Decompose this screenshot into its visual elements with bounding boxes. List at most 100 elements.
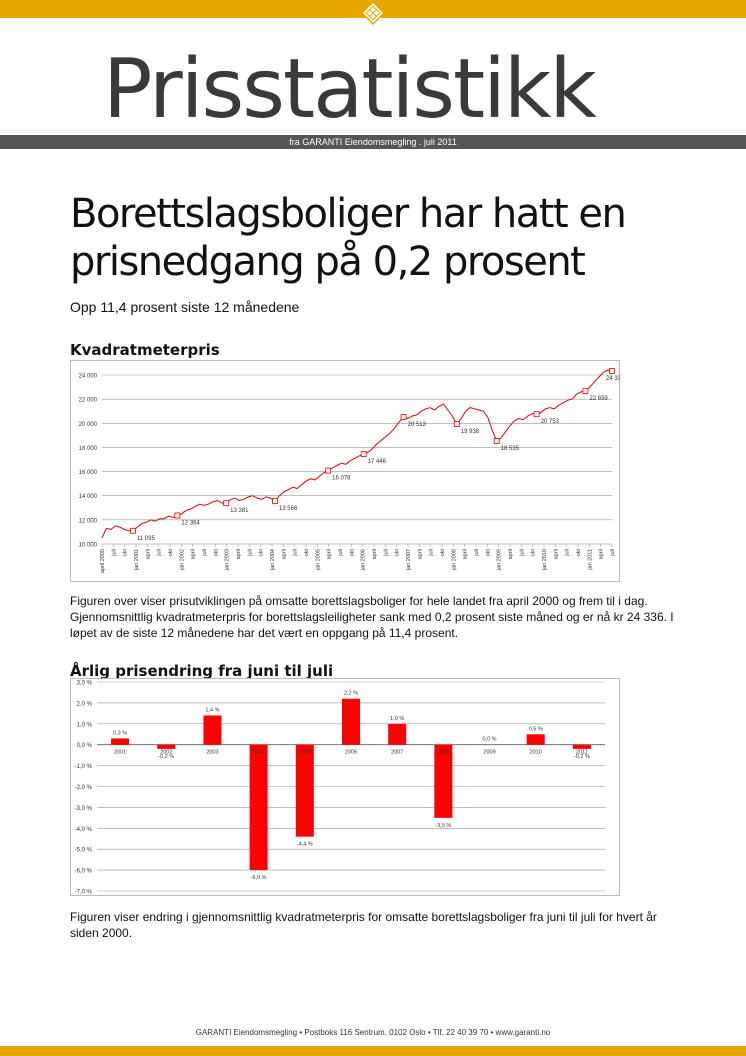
bar (249, 744, 268, 871)
x-tick-label: okt (576, 549, 582, 557)
garanti-logo-icon (361, 1, 385, 25)
data-label: 20 753 (541, 419, 560, 425)
x-tick-label: april (191, 549, 197, 559)
x-tick-label: juli (610, 549, 616, 557)
section-title-annual-change: Årlig prisendring fra juni til juli (70, 662, 334, 680)
x-tick-label: april (372, 549, 378, 559)
paragraph-annual-change: Figuren viser endring i gjennomsnittlig … (70, 910, 657, 940)
x-tick-label: juli (565, 549, 571, 557)
data-label: 13 566 (279, 506, 298, 512)
y-tick-label: 10 000 (79, 543, 98, 549)
x-tick-label: okt (304, 549, 310, 557)
x-tick-label: jan 2003 (225, 549, 231, 571)
value-label: 0,0 % (483, 737, 497, 743)
data-point-marker (533, 411, 540, 418)
y-tick-label: 0,0 % (77, 743, 93, 749)
bottom-accent-bar (0, 1046, 746, 1056)
x-tick-label: jan 2010 (542, 549, 548, 571)
data-point-marker (400, 414, 407, 420)
x-tick-label: okt (259, 549, 265, 557)
x-tick-label: juli (247, 549, 253, 557)
value-label: 1,0 % (390, 716, 404, 722)
x-tick-label: juli (111, 549, 117, 557)
data-point-marker (360, 451, 367, 458)
x-tick-label: okt (168, 549, 174, 557)
data-label: 18 535 (501, 446, 520, 452)
data-label: 16 078 (332, 476, 351, 482)
value-label: -6,0 % (251, 875, 267, 881)
x-tick-label: okt (395, 549, 401, 557)
bar (295, 744, 314, 837)
x-tick-label: april (463, 549, 469, 559)
category-label: 2005 (299, 750, 311, 756)
annual-change-bar-chart: -7,0 % -6,0 % -5,0 % -4,0 % -3,0 % -2,0 % -1,0… (70, 678, 620, 896)
x-tick-label: okt (531, 549, 537, 557)
x-tick-label: jan 2006 (361, 549, 367, 571)
value-label: -4,4 % (297, 842, 313, 848)
y-tick-label: 1,0 % (77, 722, 93, 728)
chart-frame (70, 360, 620, 582)
data-point-marker (325, 467, 332, 474)
data-point-marker (453, 421, 460, 427)
article-headline: Borettslagsboliger har hatt en prisnedga… (70, 190, 627, 286)
bar (388, 723, 407, 745)
footer-contact: GARANTI Eiendomsmegling • Postboks 116 S… (195, 1028, 551, 1037)
x-tick-label: juli (202, 549, 208, 557)
value-label: -3,5 % (435, 823, 451, 829)
data-point-marker (609, 368, 615, 374)
category-label: 2001 (114, 750, 126, 756)
y-tick-label: 12 000 (79, 518, 98, 524)
y-tick-label: 3,0 % (77, 681, 93, 687)
chart-frame (70, 678, 620, 896)
x-tick-label: okt (485, 549, 491, 557)
category-label: 2007 (391, 750, 403, 756)
masthead-title: Prisstatistikk (103, 42, 597, 137)
x-tick-label: april (281, 549, 287, 559)
y-tick-label: -4,0 % (75, 827, 93, 833)
data-label: 13 381 (230, 508, 249, 514)
x-tick-label: jan 2005 (315, 549, 321, 571)
value-label: -0,2 % (158, 754, 174, 760)
bar (157, 744, 176, 749)
bar (434, 744, 453, 818)
y-tick-label: 24 000 (79, 374, 98, 380)
data-label: 11 095 (137, 536, 156, 542)
y-tick-label: 14 000 (79, 494, 98, 500)
category-label: 2004 (253, 750, 265, 756)
data-label: 24 336 (606, 376, 620, 382)
y-tick-label: 2,0 % (77, 701, 93, 707)
data-point-marker (272, 498, 278, 504)
bar (203, 715, 222, 745)
x-tick-label: april (236, 549, 242, 559)
x-tick-label: jan 2002 (179, 549, 185, 571)
x-tick-label: april (599, 549, 605, 559)
x-tick-label: juli (157, 549, 163, 557)
data-point-marker (582, 388, 589, 395)
y-tick-label: -5,0 % (75, 848, 93, 854)
value-label: -0,2 % (574, 754, 590, 760)
value-label: 2,2 % (344, 691, 358, 697)
y-tick-label: -6,0 % (75, 869, 93, 875)
x-tick-label: juli (293, 549, 299, 557)
category-label: 2002 (160, 750, 172, 756)
x-tick-label: juli (474, 549, 480, 557)
category-label: 2008 (437, 750, 449, 756)
y-tick-label: -1,0 % (75, 764, 93, 770)
data-point-marker (223, 500, 230, 507)
masthead-band (0, 135, 746, 149)
x-tick-label: okt (440, 549, 446, 557)
category-label: 2010 (530, 750, 542, 756)
data-label: 19 938 (461, 429, 480, 435)
masthead-subtitle: fra GARANTI Eiendomsmegling . juli 2011 (289, 137, 457, 147)
x-tick-label: april (417, 549, 423, 559)
x-tick-label: jan 2011 (587, 549, 593, 571)
data-label: 17 446 (368, 459, 387, 465)
x-tick-label: juli (519, 549, 525, 557)
headline-line-2: prisnedgang på 0,2 prosent (70, 239, 586, 285)
x-tick-label: okt (213, 549, 219, 557)
x-tick-label: juli (429, 549, 435, 557)
bar (526, 734, 545, 745)
x-tick-label: april (553, 549, 559, 559)
section-title-price-per-sqm: Kvadratmeterpris (70, 341, 220, 359)
value-label: 0,5 % (529, 726, 543, 732)
